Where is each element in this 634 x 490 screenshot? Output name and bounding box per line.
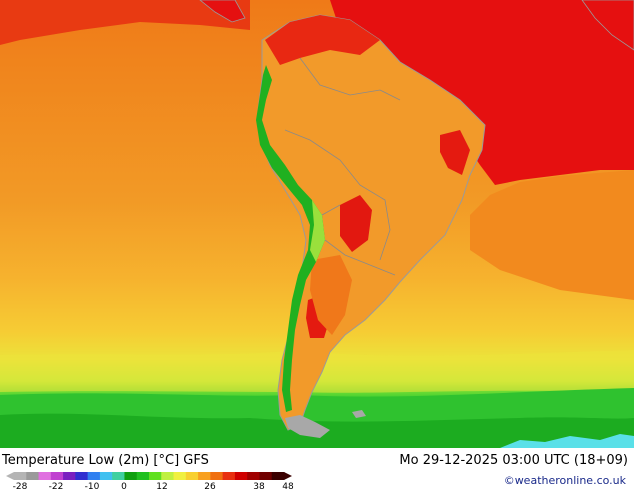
legend-swatch <box>198 472 211 480</box>
legend-arrow-low <box>6 472 14 480</box>
legend-swatch <box>99 472 113 480</box>
country-borders <box>284 57 401 276</box>
cool-region-argentina <box>310 255 352 335</box>
legend-swatch <box>210 472 224 480</box>
hot-region-brazil-east <box>440 130 470 175</box>
hot-region-north-coast <box>265 15 380 65</box>
color-legend: -28 -22 -10 0 12 26 38 48 <box>6 472 294 490</box>
legend-swatch <box>185 472 199 480</box>
legend-tick-label: -10 <box>85 482 100 490</box>
legend-swatch <box>124 472 138 480</box>
legend-swatch <box>112 472 125 480</box>
source-credit-link[interactable]: ©weatheronline.co.uk <box>503 474 626 487</box>
legend-swatch <box>222 472 236 480</box>
legend-tick-label: -28 <box>13 482 28 490</box>
forecast-datetime: Mo 29-12-2025 03:00 UTC (18+09) <box>399 453 628 468</box>
legend-swatch <box>271 472 285 480</box>
legend-swatch <box>136 472 150 480</box>
legend-swatch <box>75 472 89 480</box>
legend-swatch <box>14 472 27 480</box>
legend-swatch <box>149 472 162 480</box>
legend-tick-label: 0 <box>121 482 127 490</box>
tierra-del-fuego <box>285 415 330 438</box>
legend-arrow-high <box>284 472 292 480</box>
andes-high-strip <box>310 200 325 262</box>
central-america-edge <box>199 0 246 23</box>
legend-tick-label: -22 <box>49 482 64 490</box>
hot-band-atlantic <box>330 0 634 185</box>
legend-swatch <box>87 472 101 480</box>
hot-region-chaco <box>340 195 372 252</box>
legend-tick-label: 26 <box>204 482 216 490</box>
legend-swatch <box>26 472 40 480</box>
footer-bar: Temperature Low (2m) [°C] GFS Mo 29-12-2… <box>0 448 634 490</box>
legend-tick-label: 48 <box>282 482 294 490</box>
ice-edge <box>500 434 634 448</box>
legend-swatch <box>234 472 248 480</box>
legend-tick-label: 38 <box>253 482 265 490</box>
legend-swatch <box>247 472 260 480</box>
map-title: Temperature Low (2m) [°C] GFS <box>2 453 209 468</box>
warm-band-atlantic-south <box>470 170 634 300</box>
legend-swatch <box>173 472 187 480</box>
hot-band-north-pacific <box>0 0 250 45</box>
legend-swatch <box>63 472 76 480</box>
legend-tick-label: 12 <box>156 482 167 490</box>
legend-swatch <box>259 472 273 480</box>
temperature-map <box>0 0 634 448</box>
legend-swatch <box>161 472 175 480</box>
legend-swatch <box>38 472 52 480</box>
africa-edge <box>581 0 634 51</box>
andes-cold-strip <box>256 65 325 412</box>
legend-swatch <box>50 472 64 480</box>
falkland-islands <box>352 410 366 418</box>
